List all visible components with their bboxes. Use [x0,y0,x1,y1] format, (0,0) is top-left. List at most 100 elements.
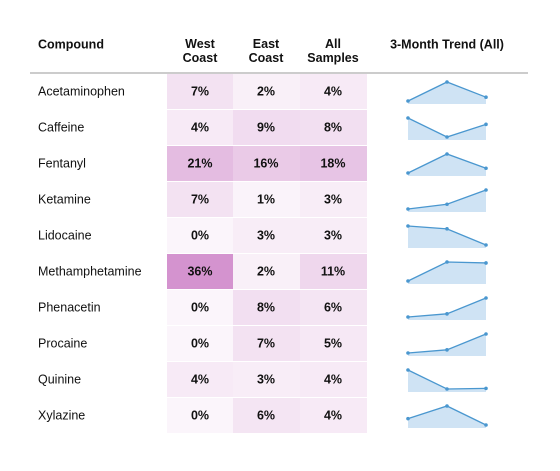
heat-cell [233,74,300,109]
heat-cell [300,110,367,145]
heat-cell [300,254,367,289]
trend-point [484,261,488,265]
trend-point [445,202,449,207]
compound-name: Quinine [38,372,81,386]
cell-value: 4% [191,372,209,386]
cell-value: 0% [191,336,209,350]
trend-point [445,348,449,352]
trend-point [445,312,449,316]
cell-value: 3% [257,228,275,242]
trend-point [406,368,410,372]
cell-value: 7% [257,336,275,350]
heat-cell [233,182,300,217]
heat-cell [167,110,233,145]
column-header: 3-Month Trend (All) [390,37,504,51]
trend-point [406,279,410,283]
trend-point [406,224,410,228]
heat-cell [233,146,300,181]
heat-cell [233,254,300,289]
heat-cell [233,326,300,361]
heat-cell [167,218,233,253]
trend-point [484,243,488,247]
cell-value: 7% [191,84,209,98]
heat-cell [300,290,367,325]
heat-cell [300,326,367,361]
compound-name: Lidocaine [38,228,92,242]
trend-point [406,116,410,120]
compound-name: Fentanyl [38,156,86,170]
trend-point [484,386,488,391]
heat-cell [167,398,233,433]
heat-cell [233,362,300,397]
heat-cell [300,74,367,109]
trend-point [484,332,488,336]
trend-point [484,296,488,300]
trend-point [406,416,410,421]
trend-point [445,80,449,84]
trend-point [406,171,410,175]
cell-value: 2% [257,84,275,98]
cell-value: 5% [324,336,342,350]
trend-point [445,404,449,408]
cell-value: 1% [257,192,275,206]
heat-cell [167,290,233,325]
trend-point [406,99,410,103]
trend-point [445,135,449,139]
trend-point [484,188,488,192]
cell-value: 0% [191,228,209,242]
trend-point [406,315,410,319]
trend-area [408,262,486,284]
trend-point [445,260,449,264]
trend-area [408,298,486,320]
trend-point [445,387,449,391]
heat-cell [233,110,300,145]
heat-cell [233,290,300,325]
cell-value: 4% [324,372,342,386]
cell-value: 0% [191,408,209,422]
compound-name: Xylazine [38,408,85,422]
trend-area [408,154,486,176]
heat-cell [167,254,233,289]
heat-cell [300,398,367,433]
trend-point [406,351,410,355]
cell-value: 4% [324,84,342,98]
trend-point [484,166,488,171]
trend-point [445,227,449,231]
trend-point [445,152,449,156]
cell-value: 16% [253,156,278,170]
cell-value: 21% [187,156,212,170]
trend-point [484,95,488,99]
cell-value: 2% [257,264,275,278]
cell-value: 11% [321,264,345,278]
column-header: West Coast [183,37,219,65]
trend-area [408,190,486,212]
cell-value: 4% [324,408,342,422]
column-header: Compound [38,37,104,51]
trend-point [406,207,410,211]
compound-name: Methamphetamine [38,264,142,278]
heat-cell [300,218,367,253]
heat-cell [233,398,300,433]
cell-value: 3% [257,372,275,386]
cell-value: 36% [187,264,212,278]
cell-value: 8% [324,120,342,134]
trend-area [408,334,486,356]
trend-area [408,226,486,248]
trend-area [408,406,486,428]
cell-value: 8% [257,300,275,314]
heat-cell [300,146,367,181]
cell-value: 9% [257,120,275,134]
trend-point [484,423,488,427]
column-header: All Samples [307,37,358,65]
heat-cell [167,326,233,361]
trend-area [408,82,486,104]
trend-area [408,370,486,392]
trend-point [484,122,488,127]
cell-value: 7% [191,192,209,206]
cell-value: 3% [324,192,342,206]
cell-value: 6% [257,408,275,422]
cell-value: 3% [324,228,342,242]
compound-name: Ketamine [38,192,91,206]
